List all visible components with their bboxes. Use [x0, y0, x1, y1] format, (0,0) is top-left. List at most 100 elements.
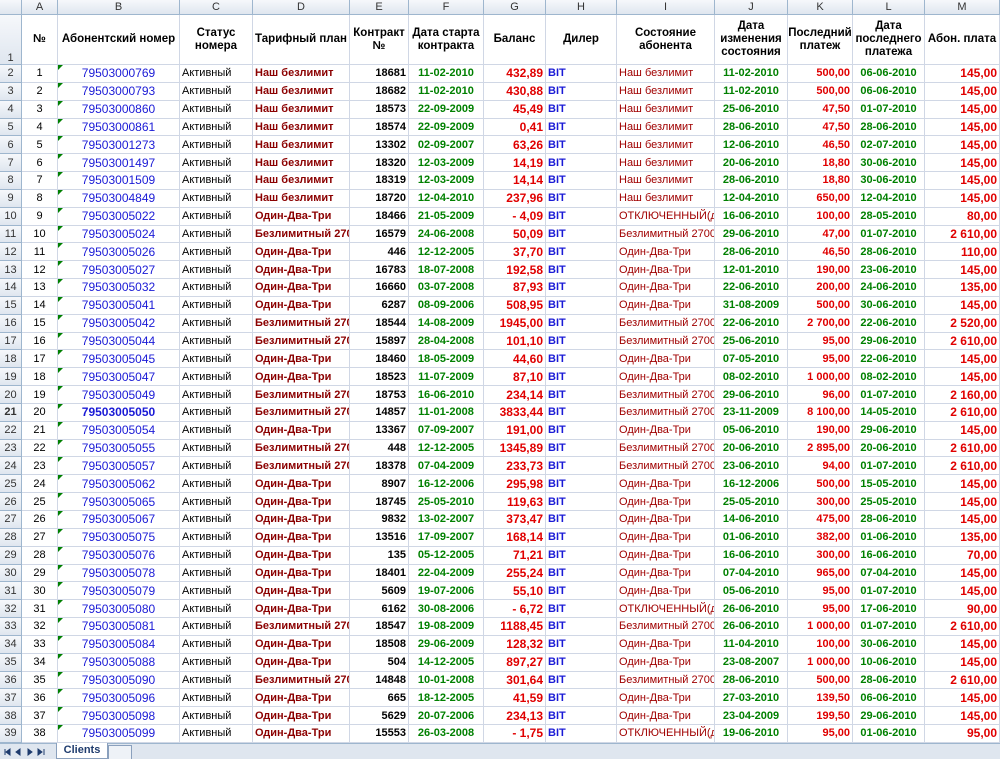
cell[interactable]: 10-01-2008	[409, 671, 484, 690]
cell[interactable]: 29-06-2010	[715, 386, 788, 404]
cell[interactable]: 145,00	[925, 350, 1000, 369]
cell[interactable]: Один-Два-Три	[253, 207, 350, 226]
row-number[interactable]: 39	[0, 725, 22, 743]
cell[interactable]: BIT	[546, 528, 617, 547]
cell[interactable]: 234,13	[484, 707, 546, 726]
cell[interactable]: BIT	[546, 725, 617, 743]
cell[interactable]: 79503005088	[58, 653, 180, 672]
cell[interactable]: 145,00	[925, 65, 1000, 83]
cell[interactable]: 500,00	[788, 65, 853, 83]
cell[interactable]: 1 000,00	[788, 368, 853, 387]
cell[interactable]: Безлимитный 2700	[617, 457, 715, 476]
cell[interactable]: 11-01-2008	[409, 403, 484, 422]
cell[interactable]: 02-09-2007	[409, 136, 484, 155]
cell[interactable]: - 4,09	[484, 207, 546, 226]
cell[interactable]: Активный	[180, 421, 253, 440]
cell[interactable]: 37,70	[484, 243, 546, 262]
cell[interactable]: Безлимитный 2700	[253, 439, 350, 458]
cell[interactable]: 1	[22, 65, 58, 83]
cell[interactable]: Наш безлимит	[617, 136, 715, 155]
cell[interactable]: 07-04-2010	[853, 564, 925, 583]
cell[interactable]: 1345,89	[484, 439, 546, 458]
column-header[interactable]: Дата последнего платежа	[853, 15, 925, 65]
cell[interactable]: 34	[22, 653, 58, 672]
cell[interactable]: 11	[22, 243, 58, 262]
cell[interactable]: Активный	[180, 279, 253, 297]
cell[interactable]: Безлимитный 2700	[253, 403, 350, 422]
cell[interactable]: 100,00	[788, 207, 853, 226]
cell[interactable]: 145,00	[925, 582, 1000, 601]
cell[interactable]: Один-Два-Три	[617, 475, 715, 494]
cell[interactable]: Активный	[180, 439, 253, 458]
cell[interactable]: 07-05-2010	[715, 350, 788, 369]
cell[interactable]: BIT	[546, 653, 617, 672]
cell[interactable]: 192,58	[484, 261, 546, 280]
cell[interactable]: 79503005054	[58, 421, 180, 440]
cell[interactable]: 96,00	[788, 386, 853, 404]
cell[interactable]: Один-Два-Три	[253, 350, 350, 369]
cell[interactable]: Активный	[180, 564, 253, 583]
cell[interactable]: 05-12-2005	[409, 546, 484, 565]
cell[interactable]: 46,50	[788, 243, 853, 262]
cell[interactable]: 168,14	[484, 528, 546, 547]
cell[interactable]: 145,00	[925, 136, 1000, 155]
row-number[interactable]: 33	[0, 618, 22, 636]
cell[interactable]: 500,00	[788, 296, 853, 315]
cell[interactable]: 145,00	[925, 564, 1000, 583]
cell[interactable]: 12-12-2005	[409, 243, 484, 262]
cell[interactable]: 22-06-2010	[715, 279, 788, 297]
cell[interactable]: 145,00	[925, 154, 1000, 173]
cell[interactable]: 2 160,00	[925, 386, 1000, 404]
cell[interactable]: 7	[22, 172, 58, 190]
cell[interactable]: 23-11-2009	[715, 403, 788, 422]
cell[interactable]: Безлимитный 2700	[617, 439, 715, 458]
cell[interactable]: Один-Два-Три	[617, 243, 715, 262]
cell[interactable]: Один-Два-Три	[253, 261, 350, 280]
cell[interactable]: 20-06-2010	[853, 439, 925, 458]
cell[interactable]: 145,00	[925, 118, 1000, 137]
cell[interactable]: Наш безлимит	[253, 82, 350, 101]
cell[interactable]: 22-09-2009	[409, 100, 484, 119]
cell[interactable]: 79503005090	[58, 671, 180, 690]
column-letter[interactable]: I	[617, 0, 715, 15]
cell[interactable]: Активный	[180, 493, 253, 511]
cell[interactable]: 101,10	[484, 332, 546, 351]
cell[interactable]: 47,50	[788, 118, 853, 137]
cell[interactable]: Активный	[180, 172, 253, 190]
row-number[interactable]: 14	[0, 279, 22, 297]
column-letter[interactable]: A	[22, 0, 58, 15]
row-number[interactable]: 17	[0, 332, 22, 351]
cell[interactable]: Один-Два-Три	[253, 707, 350, 726]
cell[interactable]: 12-12-2005	[409, 439, 484, 458]
cell[interactable]: 02-07-2010	[853, 136, 925, 155]
cell[interactable]: 24-06-2008	[409, 225, 484, 244]
cell[interactable]: 16-06-2010	[715, 207, 788, 226]
cell[interactable]: 135,00	[925, 279, 1000, 297]
row-number[interactable]: 9	[0, 189, 22, 208]
cell[interactable]: Активный	[180, 635, 253, 654]
cell[interactable]: 145,00	[925, 653, 1000, 672]
cell[interactable]: 41,59	[484, 689, 546, 708]
cell[interactable]: 21	[22, 421, 58, 440]
cell[interactable]: 79503005055	[58, 439, 180, 458]
cell[interactable]: Один-Два-Три	[617, 421, 715, 440]
cell[interactable]: 237,96	[484, 189, 546, 208]
cell[interactable]: 01-06-2010	[715, 528, 788, 547]
cell[interactable]: 190,00	[788, 421, 853, 440]
cell[interactable]: 16-12-2006	[715, 475, 788, 494]
cell[interactable]: 79503004849	[58, 189, 180, 208]
cell[interactable]: ОТКЛЮЧЕННЫЙ(дол	[617, 207, 715, 226]
cell[interactable]: Наш безлимит	[617, 65, 715, 83]
row-number[interactable]: 4	[0, 100, 22, 119]
cell[interactable]: 95,00	[788, 600, 853, 619]
cell[interactable]: 80,00	[925, 207, 1000, 226]
cell[interactable]: Один-Два-Три	[253, 421, 350, 440]
cell[interactable]: 448	[350, 439, 409, 458]
cell[interactable]: 26	[22, 511, 58, 529]
cell[interactable]: Активный	[180, 261, 253, 280]
cell[interactable]: 14-08-2009	[409, 314, 484, 333]
cell[interactable]: Активный	[180, 618, 253, 636]
cell[interactable]: 79503005062	[58, 475, 180, 494]
cell[interactable]: Наш безлимит	[253, 154, 350, 173]
cell[interactable]: 01-06-2010	[853, 725, 925, 743]
